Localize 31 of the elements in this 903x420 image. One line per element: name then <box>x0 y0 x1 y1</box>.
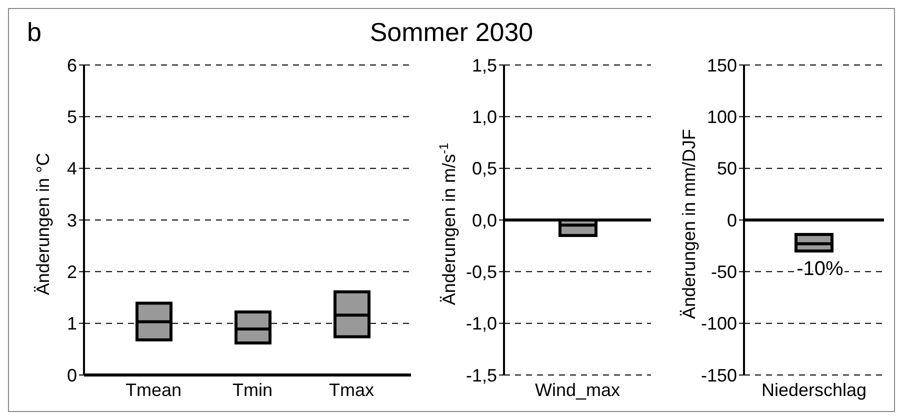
y-tick-label: 0 <box>726 210 737 230</box>
y-tick-label: 0,0 <box>472 210 497 230</box>
y-tick-label: 5 <box>66 107 77 128</box>
y-tick-label: -0,5 <box>466 262 497 282</box>
text: b <box>27 17 42 48</box>
y-tick-label: 50 <box>716 158 737 179</box>
y-tick-label: 3 <box>66 210 77 230</box>
x-tick-label: Wind_max <box>534 380 620 400</box>
y-tick-label: -150 <box>700 365 737 386</box>
x-tick-label: Tmax <box>329 380 374 400</box>
y-axis-title: Änderungen in °C <box>33 152 53 296</box>
y-tick-label: -1,0 <box>466 314 497 334</box>
y-tick-label: -100 <box>700 314 737 334</box>
y-tick-label: -1,5 <box>466 365 497 386</box>
y-tick-label: 0 <box>66 365 77 386</box>
y-tick-label: 1,0 <box>472 107 497 128</box>
y-tick-label: 0,5 <box>472 158 497 179</box>
x-tick-label: Niederschlag <box>761 380 867 400</box>
x-tick-label: Tmin <box>232 380 272 400</box>
y-tick-label: 150 <box>706 55 737 76</box>
y-axis-title: Änderungen in mm/DJF <box>679 128 699 320</box>
chart-title: Sommer 2030 <box>370 17 534 47</box>
annotation: -10% <box>796 258 844 280</box>
y-tick-label: 1 <box>66 314 77 334</box>
y-tick-label: 6 <box>66 55 77 76</box>
y-tick-label: 4 <box>66 158 77 179</box>
x-tick-label: Tmean <box>125 380 182 400</box>
y-tick-label: -50 <box>710 262 737 282</box>
y-tick-label: 100 <box>706 107 737 128</box>
y-tick-label: 1,5 <box>472 55 497 76</box>
y-tick-label: 2 <box>66 262 77 282</box>
